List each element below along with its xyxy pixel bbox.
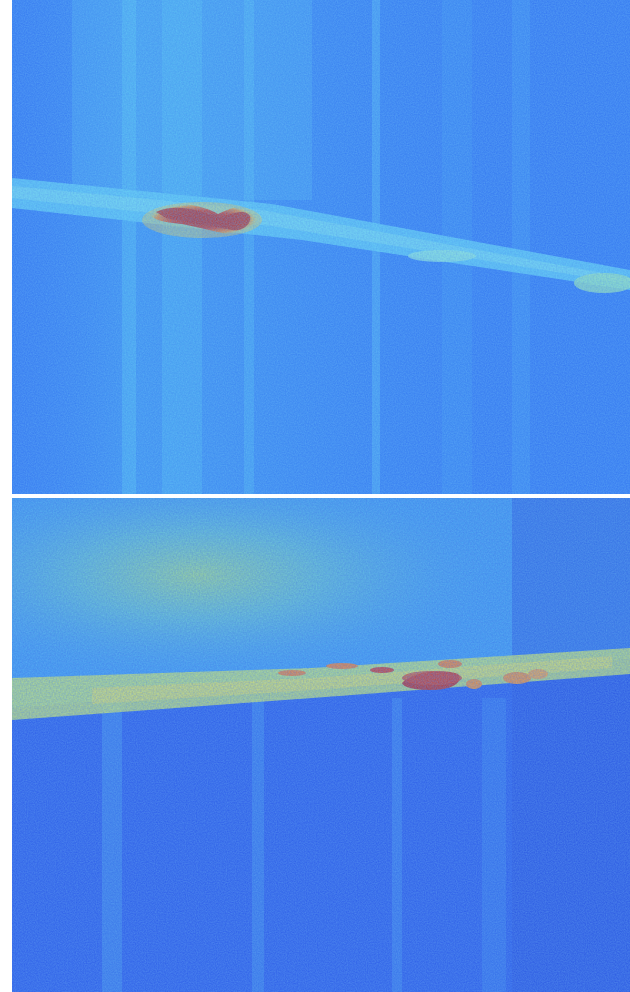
top-heatmap [12,0,630,494]
bottom-heatmap-panel [12,498,630,992]
bottom-heatmap [12,498,630,992]
top-heatmap-panel [12,0,630,494]
